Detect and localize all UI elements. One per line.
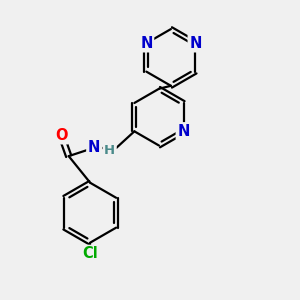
Text: N: N — [177, 124, 190, 139]
Text: O: O — [55, 128, 68, 143]
Text: H: H — [104, 144, 115, 157]
Text: N: N — [140, 36, 152, 51]
Text: N: N — [189, 36, 202, 51]
Text: Cl: Cl — [82, 246, 98, 261]
Text: N: N — [88, 140, 100, 155]
